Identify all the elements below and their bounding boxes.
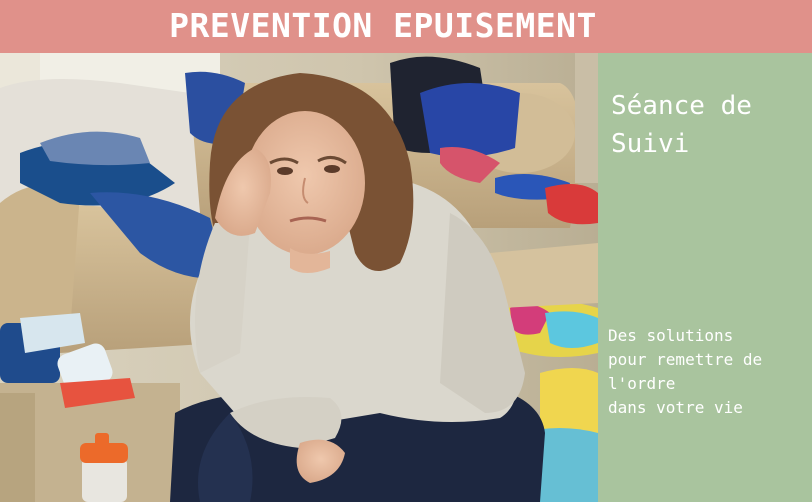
banner-title: PREVENTION EPUISEMENT <box>169 6 597 45</box>
photo-illustration <box>0 53 598 502</box>
panel-text-line: Des solutions <box>608 326 734 345</box>
red-toy <box>545 184 598 225</box>
hero-photo <box>0 53 598 502</box>
blue-clothes <box>420 83 520 157</box>
raised-hand <box>215 148 271 236</box>
raised-arm <box>195 223 250 373</box>
panel-text-line: pour remettre de <box>608 350 763 369</box>
title-banner: PREVENTION EPUISEMENT <box>0 0 812 53</box>
panel-text-line: dans votre vie <box>608 398 743 417</box>
sippy-cup <box>82 458 127 502</box>
panel-heading-line: Séance de <box>611 91 752 121</box>
panel-description: Des solutions pour remettre de l'ordre d… <box>608 324 810 420</box>
hand <box>296 439 345 483</box>
info-panel: Séance de Suivi Des solutions pour remet… <box>598 53 812 502</box>
panel-heading: Séance de Suivi <box>611 87 807 163</box>
face <box>245 111 365 255</box>
panel-heading-line: Suivi <box>611 129 690 159</box>
panel-text-line: l'ordre <box>608 374 676 393</box>
